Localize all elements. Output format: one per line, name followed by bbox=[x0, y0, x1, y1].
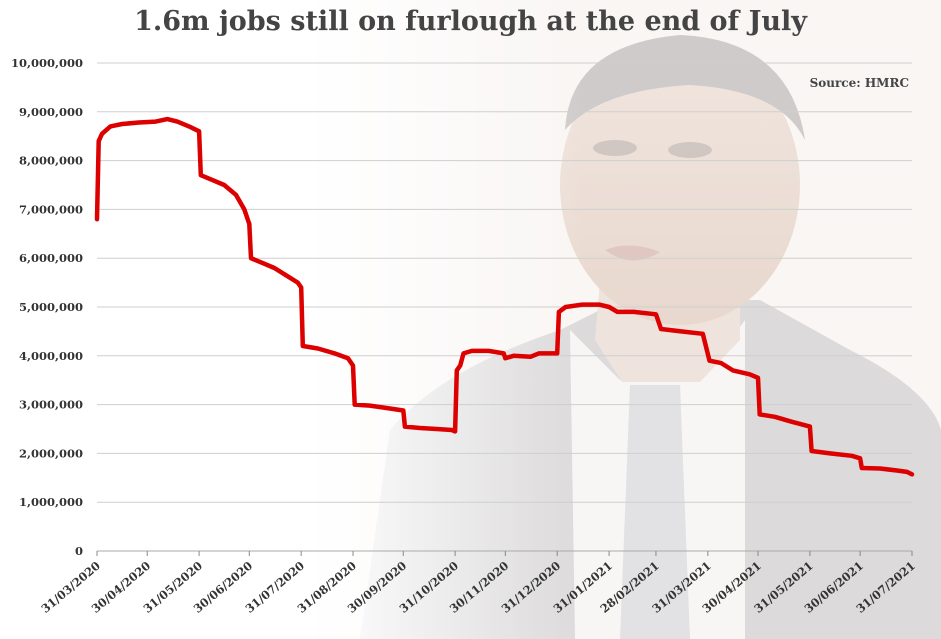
series-line-furlough bbox=[94, 116, 915, 477]
y-tick-label: 9,000,000 bbox=[19, 105, 83, 119]
grid-lines bbox=[97, 62, 912, 552]
y-tick-label: 5,000,000 bbox=[19, 300, 83, 314]
y-tick-label: 10,000,000 bbox=[11, 56, 83, 70]
y-tick-label: 7,000,000 bbox=[19, 202, 83, 216]
y-tick-label: 8,000,000 bbox=[19, 154, 83, 168]
y-tick-label: 2,000,000 bbox=[19, 446, 83, 460]
y-tick-label: 0 bbox=[75, 544, 83, 558]
y-tick-label: 3,000,000 bbox=[19, 398, 83, 412]
y-tick-label: 1,000,000 bbox=[19, 495, 83, 509]
series-layer bbox=[94, 116, 915, 477]
y-tick-label: 6,000,000 bbox=[19, 251, 83, 265]
y-axis: 0 1,000,000 2,000,000 3,000,000 4,000,000 5,0… bbox=[11, 56, 83, 558]
source-note: Source: HMRC bbox=[809, 76, 909, 90]
y-tick-label: 4,000,000 bbox=[19, 349, 83, 363]
x-axis: 31/03/202030/04/202031/05/202030/06/2020… bbox=[38, 550, 918, 616]
chart-title: 1.6m jobs still on furlough at the end o… bbox=[134, 6, 807, 37]
